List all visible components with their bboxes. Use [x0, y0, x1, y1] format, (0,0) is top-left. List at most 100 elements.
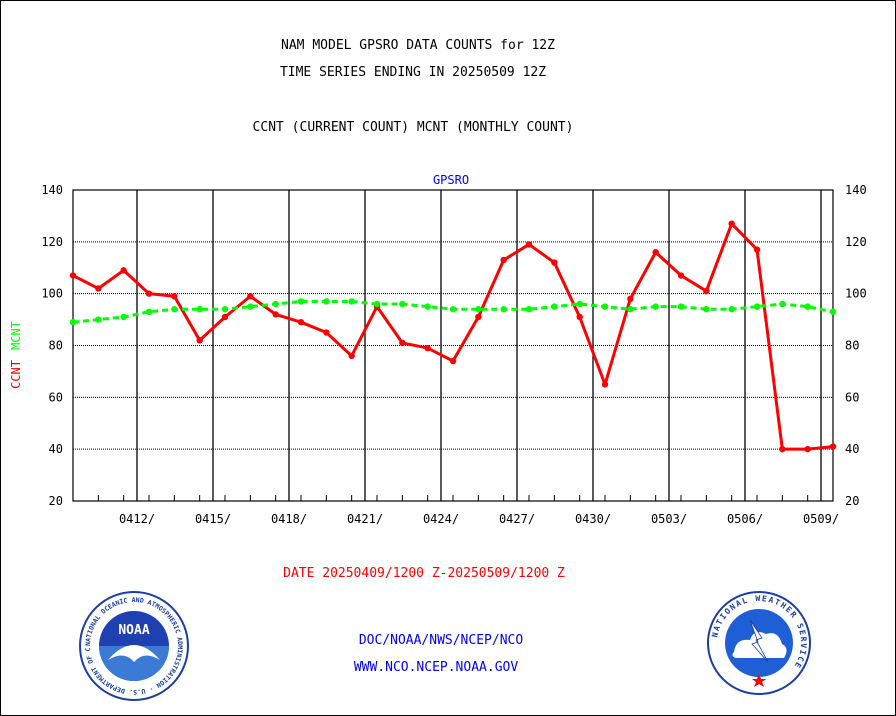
axis-layer: 20 20 40 40 60 60 80 80 100 100 120 120 140 140 0412/0…: [41, 183, 866, 526]
data-point-ccnt: [804, 445, 811, 453]
y-axis-label-mcnt: MCNT: [9, 321, 23, 350]
y-tick-label-right: 60: [845, 390, 859, 404]
y-tick-label-right: 140: [845, 183, 867, 197]
data-point-mcnt: [171, 306, 178, 313]
data-point-mcnt: [500, 306, 507, 313]
x-tick-label: 0430/: [575, 512, 611, 526]
data-point-ccnt: [221, 313, 229, 321]
footer-doc-link[interactable]: DOC/NOAA/NWS/NCEP/NCO: [358, 633, 524, 648]
data-point-mcnt: [601, 303, 609, 310]
data-point-mcnt: [804, 303, 811, 310]
y-tick-label-left: 60: [49, 390, 63, 404]
y-tick-label-left: 40: [49, 442, 63, 456]
data-point-ccnt: [551, 259, 558, 266]
data-point-ccnt: [703, 287, 710, 295]
data-point-ccnt: [449, 357, 457, 365]
data-point-mcnt: [829, 308, 837, 316]
data-point-ccnt: [652, 249, 659, 256]
x-tick-label: 0412/: [119, 512, 155, 526]
data-point-mcnt: [576, 300, 583, 308]
data-point-ccnt: [601, 381, 609, 388]
data-point-ccnt: [297, 318, 305, 326]
data-point-ccnt: [196, 337, 203, 344]
data-point-mcnt: [779, 300, 786, 308]
chart-title-line2: TIME SERIES ENDING IN 20250509 12Z: [279, 65, 547, 80]
data-point-ccnt: [323, 329, 330, 336]
x-tick-label: 0418/: [271, 512, 307, 526]
y-tick-label-right: 40: [845, 442, 859, 456]
data-point-mcnt: [120, 313, 127, 321]
y-tick-label-left: 100: [41, 287, 63, 301]
data-point-ccnt: [69, 272, 77, 279]
data-point-ccnt: [399, 339, 406, 347]
noaa-logo: NATIONAL OCEANIC AND ATMOSPHERIC ADMINIS…: [78, 590, 189, 701]
data-point-ccnt: [145, 290, 153, 297]
y-tick-label-right: 80: [845, 339, 859, 353]
data-point-mcnt: [728, 306, 735, 313]
data-point-mcnt: [424, 303, 431, 310]
y-tick-label-right: 20: [845, 494, 859, 508]
data-point-ccnt: [500, 256, 507, 264]
data-point-mcnt: [272, 300, 279, 308]
y-tick-label-left: 140: [41, 183, 63, 197]
data-point-ccnt: [247, 293, 254, 300]
chart-title-line1: NAM MODEL GPSRO DATA COUNTS for 12Z: [281, 38, 555, 53]
y-axis-label: CCNT MCNT: [9, 321, 23, 389]
data-point-ccnt: [424, 344, 431, 352]
data-point-mcnt: [525, 306, 533, 313]
data-point-mcnt: [627, 306, 634, 313]
data-point-ccnt: [829, 443, 837, 450]
noaa-logo-text: NOAA: [118, 623, 149, 638]
y-tick-label-right: 120: [845, 235, 867, 249]
data-point-ccnt: [95, 285, 102, 292]
x-tick-label: 0503/: [651, 512, 687, 526]
data-point-ccnt: [475, 313, 482, 321]
chart-subtitle: CCNT (CURRENT COUNT) MCNT (MONTHLY COUNT…: [252, 120, 574, 135]
grid-layer: [73, 190, 833, 501]
x-tick-label: 0427/: [499, 512, 535, 526]
y-tick-label-right: 100: [845, 287, 867, 301]
data-point-ccnt: [171, 293, 178, 300]
data-point-mcnt: [449, 306, 457, 313]
data-point-mcnt: [373, 300, 381, 308]
x-tick-label: 0415/: [195, 512, 231, 526]
data-point-ccnt: [627, 295, 634, 303]
data-point-mcnt: [652, 303, 659, 310]
data-point-mcnt: [323, 298, 330, 305]
y-tick-label-left: 120: [41, 235, 63, 249]
data-point-mcnt: [221, 306, 229, 313]
data-point-mcnt: [475, 306, 482, 313]
x-tick-label: 0421/: [347, 512, 383, 526]
data-point-ccnt: [576, 313, 583, 321]
x-tick-label: 0506/: [727, 512, 763, 526]
data-point-ccnt: [677, 272, 685, 279]
y-tick-label-left: 20: [49, 494, 63, 508]
data-point-ccnt: [272, 311, 279, 318]
data-point-mcnt: [551, 303, 558, 310]
y-tick-label-left: 80: [49, 339, 63, 353]
footer-website-link[interactable]: WWW.NCO.NCEP.NOAA.GOV: [353, 660, 519, 675]
nws-logo: NATIONAL WEATHER SERVICE: [707, 591, 811, 695]
data-point-mcnt: [196, 306, 203, 313]
data-point-ccnt: [728, 220, 735, 227]
x-tick-label: 0509/: [803, 512, 839, 526]
data-point-mcnt: [297, 298, 305, 305]
data-point-mcnt: [69, 318, 77, 326]
data-point-mcnt: [399, 300, 406, 308]
y-axis-label-ccnt: CCNT: [9, 360, 23, 389]
chart-svg: 20 20 40 40 60 60 80 80 100 100 120 120 140 140 0412/0…: [9, 173, 867, 526]
data-point-ccnt: [525, 241, 533, 248]
data-point-mcnt: [677, 303, 685, 310]
data-point-mcnt: [145, 308, 153, 316]
data-point-mcnt: [348, 298, 355, 305]
series-line-ccnt: [72, 222, 834, 451]
data-point-ccnt: [348, 352, 355, 360]
data-point-mcnt: [703, 306, 710, 313]
data-point-mcnt: [95, 316, 102, 323]
y-axis-label-group: CCNT MCNT: [9, 321, 23, 389]
panel-title-gpsro: GPSRO: [433, 173, 469, 187]
series-layer: [69, 220, 837, 453]
x-axis-date-label: DATE 20250409/1200 Z-20250509/1200 Z: [283, 566, 565, 581]
data-point-ccnt: [120, 267, 127, 274]
data-point-ccnt: [753, 246, 761, 253]
